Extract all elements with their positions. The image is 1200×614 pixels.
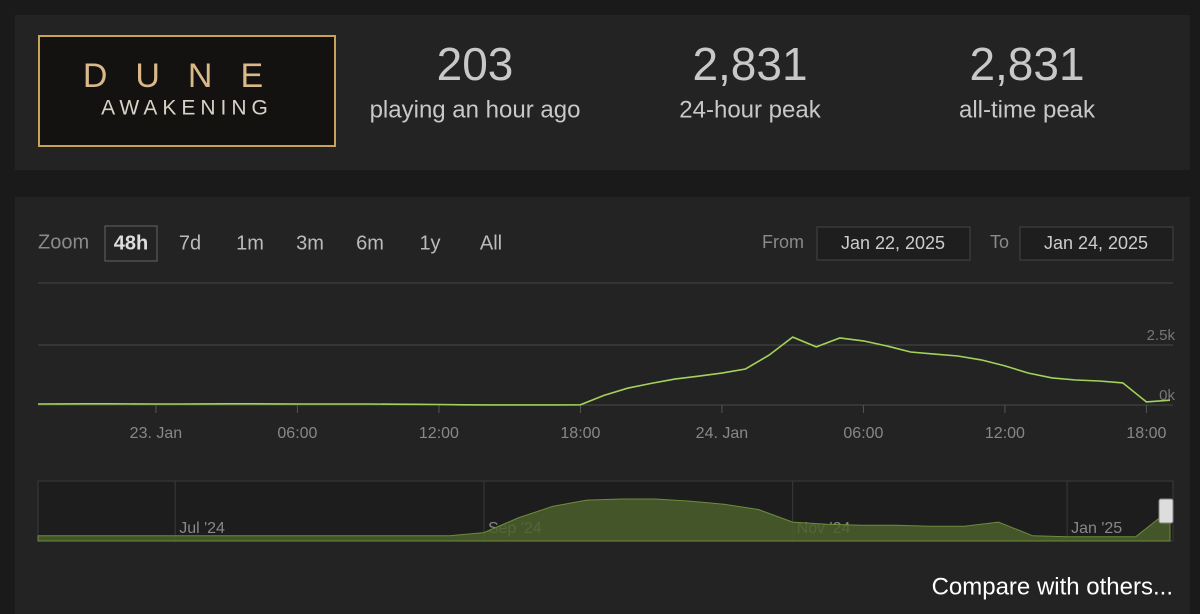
x-tick-label: 24. Jan [696, 425, 748, 442]
zoom-option[interactable]: 6m [356, 232, 384, 254]
navigator-area [37, 498, 1171, 542]
zoom-selected[interactable] [104, 225, 158, 262]
zoom-option[interactable]: 1y [419, 232, 440, 254]
zoom-label: Zoom [38, 231, 89, 253]
navigator-label: Jul '24 [179, 520, 225, 537]
x-tick-label: 06:00 [277, 425, 317, 442]
x-tick-label: 06:00 [843, 425, 883, 442]
y-tick-label: 0k [1159, 387, 1175, 404]
logo-title: DUNE [83, 57, 291, 95]
logo-subtitle: AWAKENING [101, 97, 273, 120]
stat-value: 2,831 [969, 38, 1084, 90]
to-date[interactable]: Jan 24, 2025 [1044, 233, 1148, 253]
compare-link[interactable]: Compare with others... [932, 573, 1173, 600]
y-tick-label: 2.5k [1147, 327, 1176, 344]
from-label: From [762, 232, 804, 252]
zoom-option[interactable]: 3m [296, 232, 324, 254]
zoom-option[interactable]: All [480, 232, 502, 254]
navigator-handle[interactable] [1158, 498, 1174, 524]
stat-label: all-time peak [959, 96, 1096, 123]
from-input[interactable] [816, 226, 971, 261]
to-input[interactable] [1019, 226, 1174, 261]
x-tick-label: 18:00 [1126, 425, 1166, 442]
x-tick-label: 23. Jan [130, 425, 182, 442]
zoom-option[interactable]: 7d [179, 232, 201, 254]
stat-label: 24-hour peak [679, 96, 821, 123]
from-date[interactable]: Jan 22, 2025 [841, 233, 945, 253]
x-tick-label: 18:00 [560, 425, 600, 442]
zoom-option[interactable]: 1m [236, 232, 264, 254]
stat-label: playing an hour ago [370, 96, 581, 123]
zoom-option[interactable]: 48h [114, 232, 148, 254]
stat-value: 203 [437, 38, 514, 90]
x-tick-label: 12:00 [985, 425, 1025, 442]
player-line [37, 336, 1171, 406]
to-label: To [990, 232, 1009, 252]
logo-box [38, 35, 336, 147]
stat-value: 2,831 [692, 38, 807, 90]
navigator-label: Jan '25 [1071, 520, 1122, 537]
x-tick-label: 12:00 [419, 425, 459, 442]
